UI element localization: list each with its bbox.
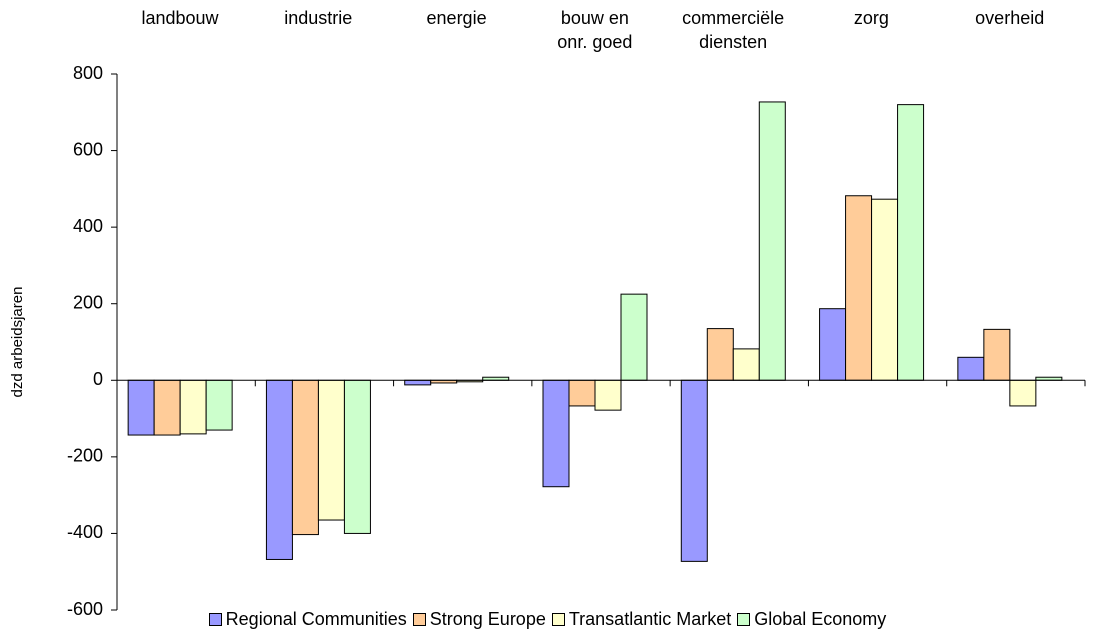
bar	[620, 293, 648, 381]
y-tick-label: -600	[67, 599, 103, 619]
y-tick-label: 200	[73, 292, 103, 312]
x-tick-label: bouw en onr. goed	[557, 8, 633, 52]
legend-swatch	[412, 613, 426, 626]
legend-label: Global Economy	[754, 609, 887, 629]
legend-item: Transatlantic Market	[551, 609, 732, 630]
bar	[983, 328, 1011, 381]
bar	[404, 379, 432, 386]
x-tick-label: landbouw	[141, 8, 219, 28]
bar	[291, 379, 319, 536]
bar	[343, 379, 371, 534]
legend-label: Regional Communities	[225, 609, 407, 629]
bar	[706, 328, 734, 381]
bar	[845, 195, 873, 381]
bar	[127, 379, 155, 436]
bar	[819, 308, 847, 381]
bar	[153, 379, 181, 436]
bar	[594, 379, 622, 411]
bar	[871, 198, 899, 381]
bar	[897, 104, 925, 381]
y-axis-label: dzd arbeidsjaren	[9, 287, 26, 398]
legend-label: Transatlantic Market	[568, 609, 732, 629]
y-tick-label: 800	[73, 63, 103, 83]
y-tick-label: -400	[67, 522, 103, 542]
bar	[680, 379, 708, 562]
bar	[758, 101, 786, 381]
legend-item: Regional Communities	[208, 609, 407, 630]
bar	[265, 379, 293, 560]
x-tick-label: industrie	[284, 8, 353, 28]
bar	[1009, 379, 1037, 407]
y-tick-label: 400	[73, 216, 103, 236]
bar	[179, 379, 207, 435]
y-tick-label: 600	[73, 139, 103, 159]
legend-swatch	[208, 613, 222, 626]
bar	[568, 379, 596, 407]
legend-swatch	[737, 613, 751, 626]
y-tick-label: 0	[93, 369, 103, 389]
legend-label: Strong Europe	[429, 609, 546, 629]
x-tick-label: commerciële diensten	[682, 8, 785, 52]
y-tick-label: -200	[67, 446, 103, 466]
x-tick-label: energie	[426, 8, 487, 28]
legend-item: Global Economy	[737, 609, 886, 630]
legend-item: Strong Europe	[412, 609, 546, 630]
bar	[317, 379, 345, 521]
legend-swatch	[551, 613, 565, 626]
bar	[957, 356, 985, 381]
bar	[205, 379, 233, 431]
x-tick-label: zorg	[853, 8, 889, 28]
x-tick-label: overheid	[975, 8, 1045, 28]
bar	[732, 348, 760, 381]
legend: Regional Communities Strong Europe Transat…	[0, 609, 1095, 630]
bar	[542, 379, 570, 488]
